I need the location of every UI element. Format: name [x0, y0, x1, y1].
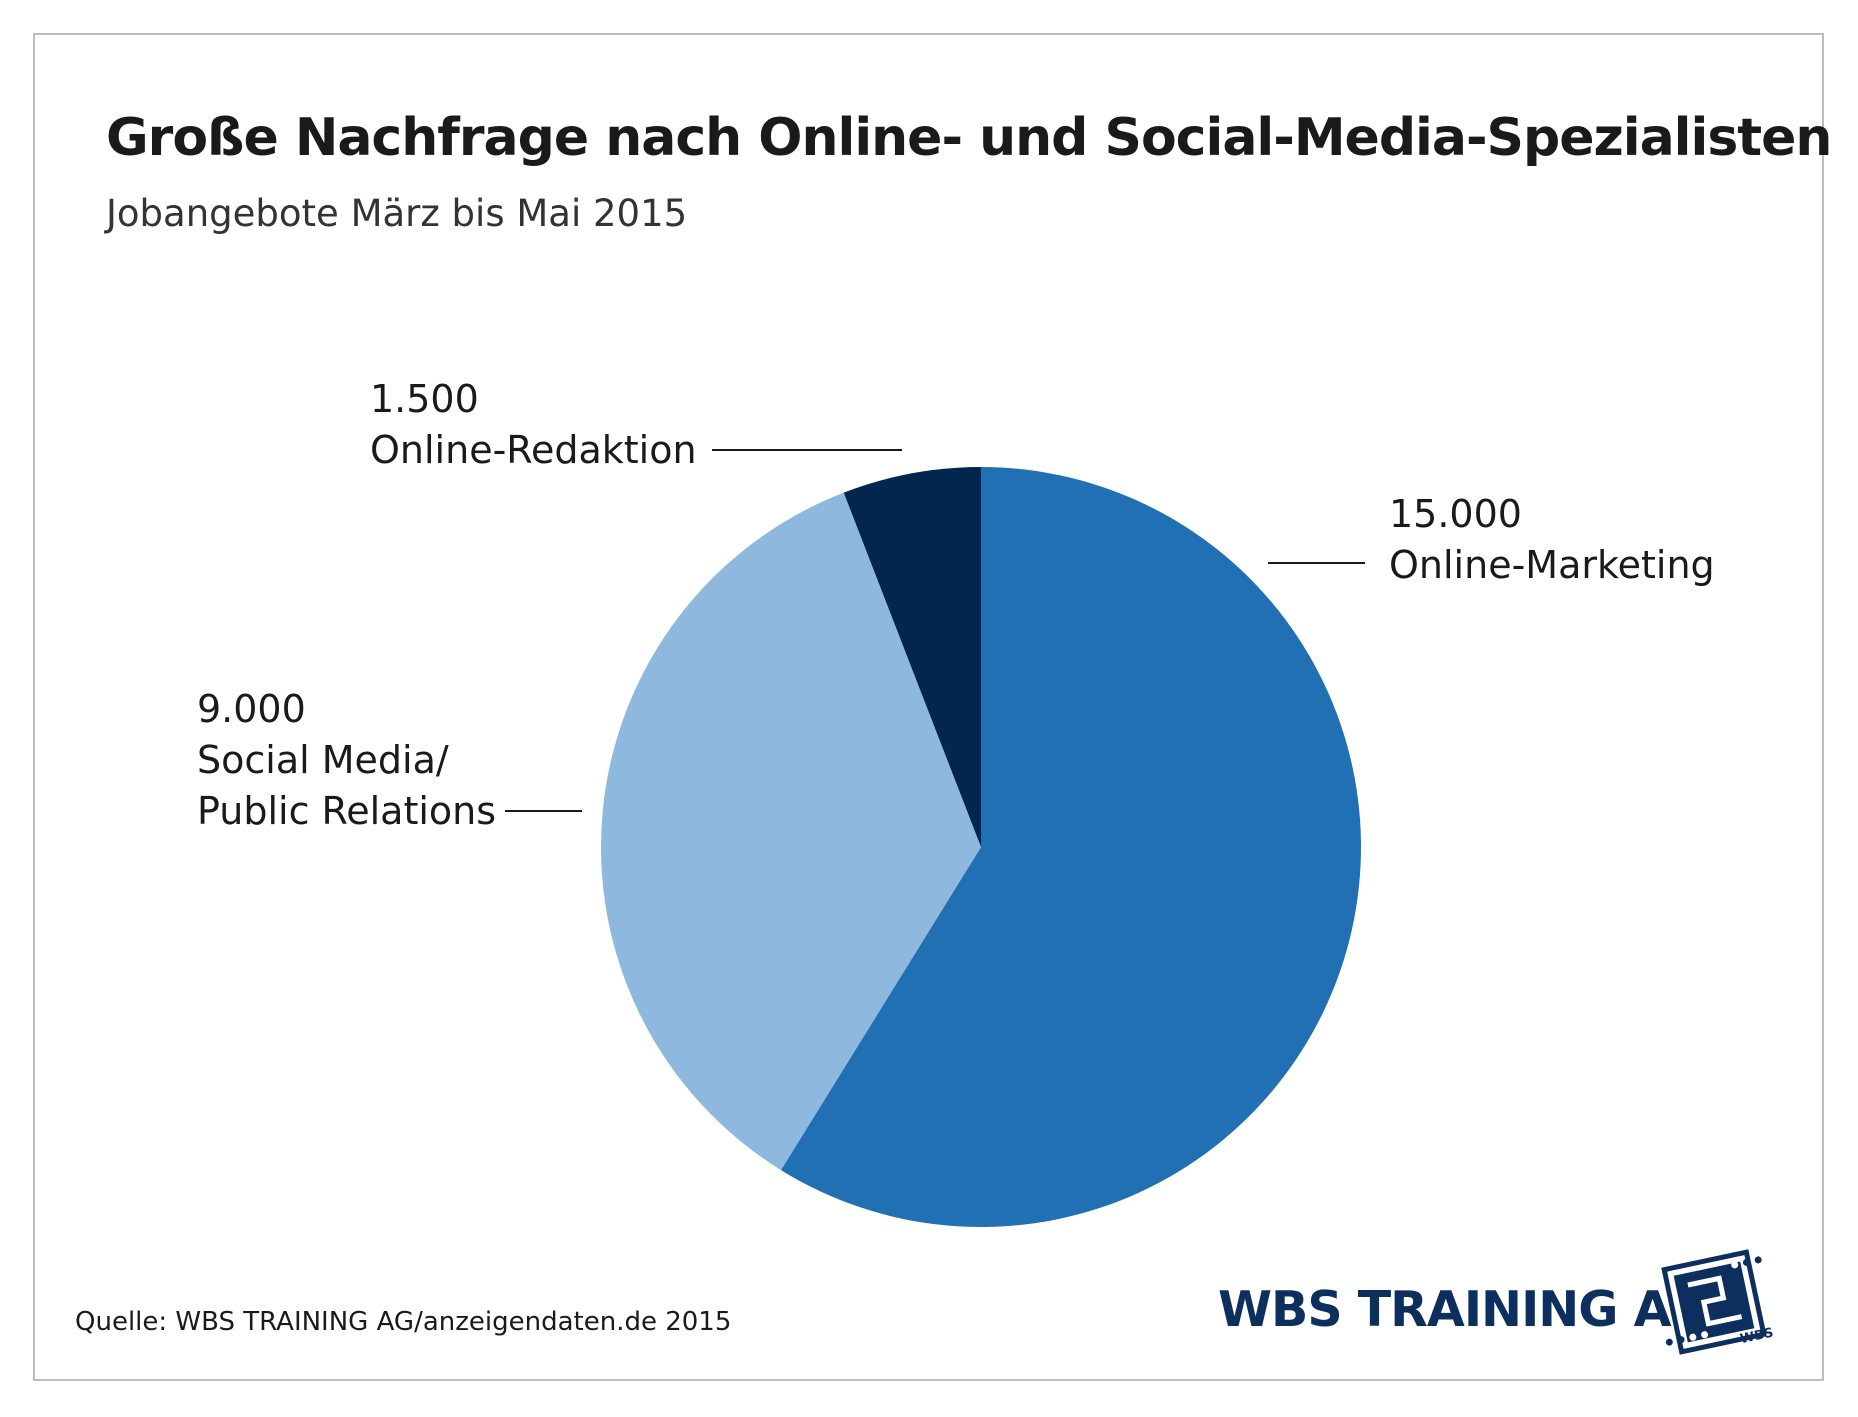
brand-name: WBS TRAINING AG: [1218, 1281, 1711, 1338]
source-note: Quelle: WBS TRAINING AG/anzeigendaten.de…: [75, 1307, 732, 1337]
slice-label-online-marketing: Online-Marketing: [1389, 543, 1715, 587]
pie-slice-social-media: [600, 492, 981, 1171]
logo-text: WBS: [1739, 1326, 1775, 1348]
wbs-logo-icon: WBS: [1661, 1249, 1775, 1355]
chart-title: Große Nachfrage nach Online- und Social-…: [106, 108, 1832, 168]
slice-value-online-marketing: 15.000: [1389, 492, 1522, 536]
slice-value-social-media: 9.000: [197, 687, 306, 731]
slice-label-social-media-line1: Social Media/: [197, 738, 449, 782]
slice-value-online-redaktion: 1.500: [370, 377, 479, 421]
slice-label-social-media-line2: Public Relations: [197, 789, 496, 833]
slice-label-online-redaktion: Online-Redaktion: [370, 428, 697, 472]
pie-slice-online-redaktion: [843, 467, 981, 847]
pie-slice-online-marketing: [780, 467, 1361, 1227]
chart-subtitle: Jobangebote März bis Mai 2015: [106, 192, 688, 235]
pie-slices: [600, 467, 1361, 1227]
